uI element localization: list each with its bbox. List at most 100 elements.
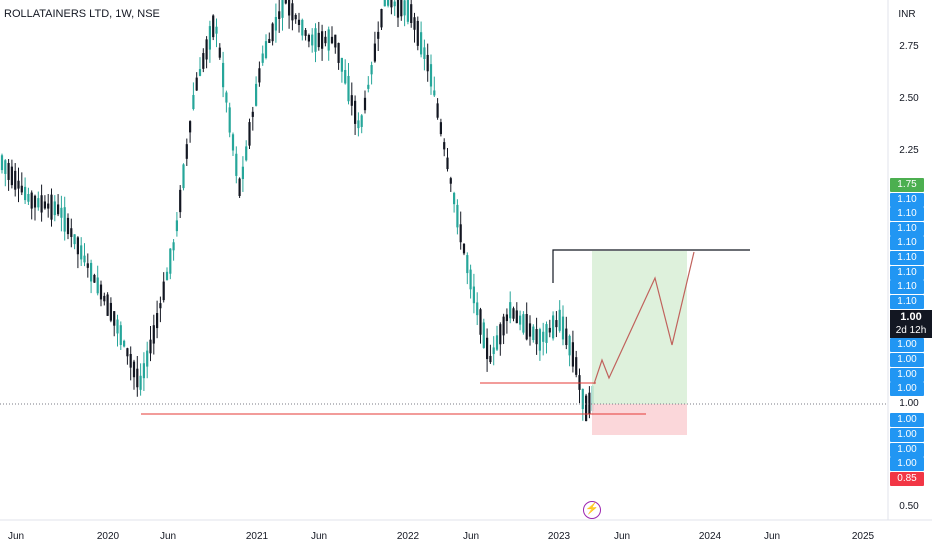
candle-body xyxy=(575,357,578,375)
time-label: 2023 xyxy=(547,531,571,542)
candle-body xyxy=(278,11,281,19)
candle-body xyxy=(499,324,502,345)
candle-body xyxy=(235,153,238,176)
candle-body xyxy=(495,335,499,350)
candle-body xyxy=(509,302,512,319)
candle-body xyxy=(462,243,466,254)
price-label: 1.00 xyxy=(890,338,924,352)
candlestick-series xyxy=(0,0,594,422)
candle-body xyxy=(189,121,192,133)
candle-body xyxy=(261,53,264,63)
candle-body xyxy=(383,0,386,7)
candle-body xyxy=(208,26,211,50)
candle-body xyxy=(215,26,218,34)
price-label: 1.00 xyxy=(890,457,924,471)
candle-body xyxy=(106,294,109,316)
candle-body xyxy=(367,84,370,89)
candle-body xyxy=(400,0,403,17)
candle-body xyxy=(387,0,390,6)
price-label: 1.00 xyxy=(890,353,924,367)
candle-body xyxy=(132,361,136,378)
candle-body xyxy=(83,255,86,263)
candle-body xyxy=(324,36,327,44)
candle-body xyxy=(159,303,162,309)
candle-body xyxy=(109,302,112,321)
candle-body xyxy=(264,41,268,59)
event-flash-icon[interactable]: ⚡ xyxy=(583,501,601,519)
projection-path xyxy=(593,251,695,385)
price-label: 1.10 xyxy=(890,295,924,309)
candle-body xyxy=(281,0,284,18)
candle-body xyxy=(301,19,304,36)
price-tick: 2.75 xyxy=(899,41,919,52)
candle-body xyxy=(294,14,297,20)
candle-body xyxy=(245,146,248,161)
candle-body xyxy=(139,375,142,390)
price-label: 0.85 xyxy=(890,472,924,486)
price-label: 1.75 xyxy=(890,178,924,192)
candle-body xyxy=(40,195,43,213)
candle-body xyxy=(561,316,565,340)
candle-body xyxy=(4,160,7,174)
candle-body xyxy=(585,395,588,422)
candle-body xyxy=(535,328,538,345)
candle-body xyxy=(406,0,409,22)
candle-body xyxy=(255,83,258,106)
candle-body xyxy=(542,331,545,342)
candle-body xyxy=(50,194,53,220)
candle-body xyxy=(17,180,20,189)
candle-body xyxy=(538,329,541,351)
candle-body xyxy=(284,0,287,4)
candle-body xyxy=(268,38,271,43)
target-zone xyxy=(592,251,687,404)
currency-label: INR xyxy=(898,9,916,20)
candle-body xyxy=(416,20,419,46)
time-label: 2024 xyxy=(698,531,722,542)
candle-body xyxy=(304,30,307,36)
candle-body xyxy=(354,100,357,124)
candle-body xyxy=(10,166,13,186)
price-tick: 2.25 xyxy=(899,145,919,156)
candle-body xyxy=(258,68,261,83)
candle-body xyxy=(568,335,571,356)
price-label: 1.10 xyxy=(890,236,924,250)
candle-body xyxy=(156,313,159,329)
candle-body xyxy=(33,195,37,208)
time-label: 2021 xyxy=(245,531,269,542)
candle-body xyxy=(136,368,139,388)
candle-body xyxy=(410,4,413,24)
candle-body xyxy=(116,319,119,334)
candle-body xyxy=(519,315,522,325)
candle-body xyxy=(90,262,93,282)
resistance-line xyxy=(552,249,750,283)
candle-body xyxy=(314,28,317,52)
candle-body xyxy=(429,64,433,87)
candle-body xyxy=(337,42,340,63)
candle-body xyxy=(165,271,169,281)
time-label: 2020 xyxy=(96,531,120,542)
time-label: 2025 xyxy=(851,531,875,542)
time-label: Jun xyxy=(613,531,631,542)
candle-body xyxy=(479,309,482,335)
candle-body xyxy=(27,193,30,202)
candle-body xyxy=(528,323,532,337)
time-label: Jun xyxy=(310,531,328,542)
candle-body xyxy=(350,95,353,106)
candle-body xyxy=(192,94,195,110)
current-price-badge: 1.00 2d 12h xyxy=(890,310,932,338)
candle-body xyxy=(248,122,251,146)
candle-body xyxy=(532,326,535,341)
candle-body xyxy=(515,310,518,324)
candle-body xyxy=(581,388,584,410)
candle-body xyxy=(433,90,436,96)
candle-body xyxy=(182,164,185,189)
candle-body xyxy=(486,337,489,360)
price-tick: 1.00 xyxy=(899,398,919,409)
price-label: 1.00 xyxy=(890,413,924,427)
candle-body xyxy=(238,178,241,196)
candle-body xyxy=(119,325,122,345)
candle-body xyxy=(70,228,73,237)
candle-body xyxy=(555,320,558,328)
chart-title: ROLLATAINERS LTD, 1W, NSE xyxy=(4,8,160,20)
